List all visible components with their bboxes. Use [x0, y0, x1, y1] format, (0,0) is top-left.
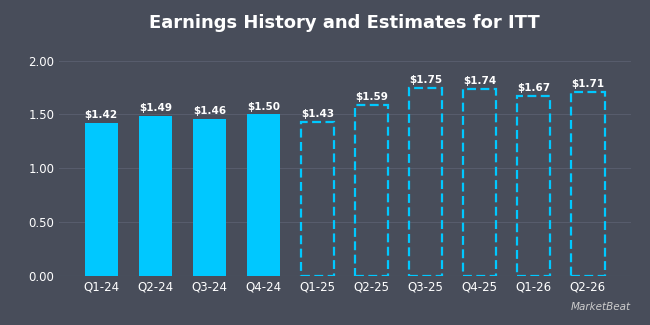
- Text: MarketBeat: MarketBeat: [571, 302, 630, 312]
- Text: $1.42: $1.42: [84, 111, 118, 121]
- Title: Earnings History and Estimates for ITT: Earnings History and Estimates for ITT: [149, 14, 540, 32]
- Bar: [355, 105, 388, 276]
- Bar: [571, 92, 605, 276]
- Bar: [84, 123, 118, 276]
- Text: $1.74: $1.74: [463, 76, 496, 86]
- Text: $1.43: $1.43: [301, 109, 334, 119]
- Text: $1.50: $1.50: [247, 102, 280, 112]
- Bar: [517, 96, 551, 276]
- Text: $1.59: $1.59: [355, 92, 388, 102]
- Text: $1.46: $1.46: [193, 106, 226, 116]
- Text: $1.75: $1.75: [409, 75, 442, 85]
- Bar: [301, 122, 334, 276]
- Bar: [246, 114, 280, 276]
- Bar: [409, 87, 443, 276]
- Text: $1.49: $1.49: [139, 103, 172, 113]
- Bar: [192, 119, 226, 276]
- Bar: [138, 116, 172, 276]
- Text: $1.67: $1.67: [517, 84, 551, 94]
- Text: $1.71: $1.71: [571, 79, 604, 89]
- Bar: [463, 89, 497, 276]
